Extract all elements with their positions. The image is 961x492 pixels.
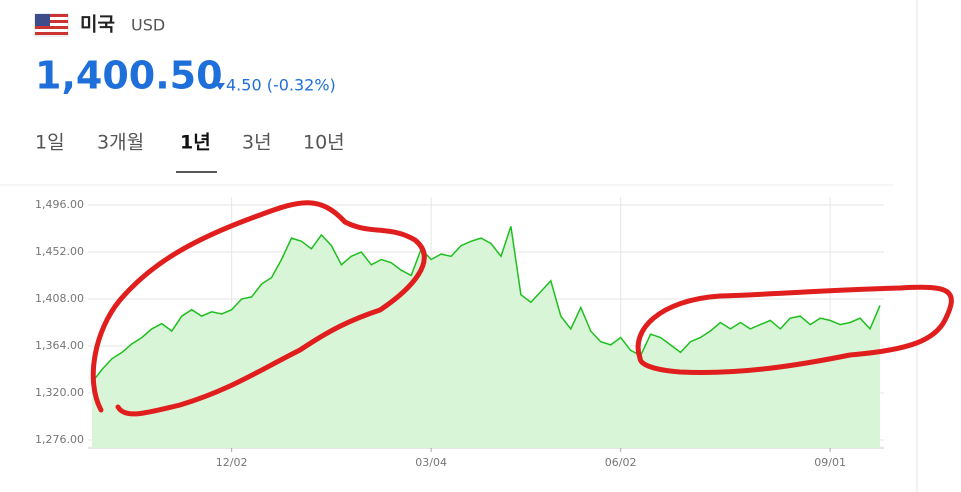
annotations — [90, 200, 954, 417]
chart: 1,276.00 1,320.00 1,364.00 1,408.00 1,452.00… — [35, 197, 884, 469]
tab[interactable]: 3개월 — [97, 132, 144, 154]
y-tick-label: 1,496.00 — [35, 198, 84, 211]
line — [91, 226, 881, 383]
x-tick-label: 06/02 — [605, 456, 637, 469]
flag — [34, 13, 69, 37]
y-tick-label: 1,364.00 — [35, 339, 84, 352]
annotation — [90, 200, 427, 417]
area-fill — [92, 226, 880, 448]
tab[interactable]: 10년 — [303, 132, 345, 154]
x-tick-label: 03/04 — [415, 456, 447, 469]
price: 1,400.50 — [35, 54, 223, 98]
x-tick-label: 09/01 — [814, 456, 846, 469]
tab[interactable]: 1년 — [180, 132, 211, 154]
change: 4.50 (-0.32%) — [226, 76, 336, 95]
tabs: 1일 3개월 1년 3년 10년 — [35, 132, 345, 173]
x-tick-label: 12/02 — [216, 456, 248, 469]
tab[interactable]: 1일 — [35, 132, 65, 154]
y-tick-label: 1,408.00 — [35, 292, 84, 305]
y-tick-label: 1,276.00 — [35, 433, 84, 446]
down-arrow — [215, 83, 225, 90]
y-tick-label: 1,452.00 — [35, 245, 84, 258]
y-tick-label: 1,320.00 — [35, 386, 84, 399]
country: 미국 — [80, 14, 115, 36]
currency: USD — [131, 16, 165, 35]
annotation — [635, 284, 954, 376]
tab[interactable]: 3년 — [242, 132, 272, 154]
